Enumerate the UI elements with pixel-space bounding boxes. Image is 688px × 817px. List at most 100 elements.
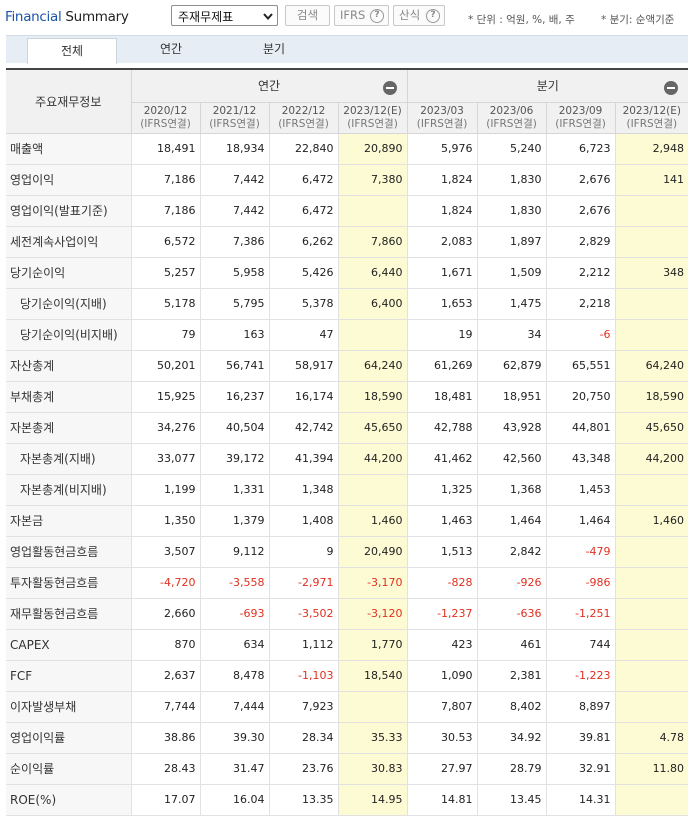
table-cell: 7,807	[406, 691, 478, 723]
table-cell: 8,897	[545, 691, 616, 723]
table-cell: -4,720	[130, 567, 200, 599]
table-cell: 6,262	[268, 226, 338, 258]
row-label: 세전계속사업이익	[6, 226, 131, 258]
table-cell	[614, 784, 688, 816]
table-cell: 2,218	[545, 288, 616, 320]
table-cell: 7,186	[130, 164, 200, 196]
tab-quarterly[interactable]: 분기	[262, 42, 286, 56]
table-cell: 16.04	[199, 784, 269, 816]
table-cell: 7,860	[337, 226, 408, 258]
table-cell: 44,200	[614, 443, 688, 475]
table-cell: 8,478	[199, 660, 269, 692]
table-cell: 141	[614, 164, 688, 196]
financial-summary-table: 주요재무정보 연간 분기 2020/12 (IFRS연결) 2021/12 (IFRS…	[6, 68, 688, 816]
table-cell: -3,170	[337, 567, 408, 599]
table-cell: 56,741	[199, 350, 269, 382]
table-cell: 50,201	[130, 350, 200, 382]
table-cell: -1,251	[545, 598, 616, 630]
row-label: CAPEX	[6, 629, 131, 661]
ifrs-button[interactable]: IFRS ?	[334, 5, 389, 26]
table-cell: 8,402	[476, 691, 547, 723]
tab-all[interactable]: 전체	[27, 38, 117, 64]
period-basis: (IFRS연결)	[347, 117, 398, 130]
table-cell: 58,917	[268, 350, 338, 382]
table-cell: 18,934	[199, 133, 269, 165]
table-cell: 6,400	[337, 288, 408, 320]
table-cell: 1,513	[406, 536, 478, 568]
group-header-annual: 연간	[130, 68, 408, 103]
table-cell: 28.34	[268, 722, 338, 754]
row-label: 영업이익(발표기준)	[6, 195, 131, 227]
period-basis: (IFRS연결)	[486, 117, 537, 130]
table-cell: 18,590	[614, 381, 688, 413]
table-cell: 31.47	[199, 753, 269, 785]
tab-annual[interactable]: 연간	[159, 42, 183, 56]
table-row: CAPEX 870 634 1,112 1,770 423 461 744	[6, 629, 688, 661]
group-label-annual: 연간	[257, 79, 281, 94]
period-header: 2021/12 (IFRS연결)	[199, 102, 269, 134]
collapse-annual-icon[interactable]	[382, 81, 397, 95]
ifrs-label: IFRS	[340, 8, 366, 22]
table-cell: 6,572	[130, 226, 200, 258]
table-cell: 45,650	[337, 412, 408, 444]
row-label: 재무활동현금흐름	[6, 598, 131, 630]
row-label: 부채총계	[6, 381, 131, 413]
table-cell	[614, 691, 688, 723]
table-cell: 13.35	[268, 784, 338, 816]
table-cell: 28.43	[130, 753, 200, 785]
table-cell: 1,379	[199, 505, 269, 537]
row-label: 자본총계(지배)	[6, 443, 131, 475]
chevron-down-icon	[263, 13, 273, 21]
table-cell: 1,348	[268, 474, 338, 506]
table-cell: 19	[406, 319, 478, 351]
table-cell: 1,090	[406, 660, 478, 692]
table-cell: -693	[199, 598, 269, 630]
table-cell: 28.79	[476, 753, 547, 785]
table-cell: -1,103	[268, 660, 338, 692]
table-cell: 2,676	[545, 195, 616, 227]
period-basis: (IFRS연결)	[626, 117, 678, 130]
table-cell: 42,788	[406, 412, 478, 444]
table-cell	[614, 598, 688, 630]
page-title: Financial Summary	[5, 9, 129, 25]
table-cell: 1,824	[406, 195, 478, 227]
table-cell: -3,502	[268, 598, 338, 630]
collapse-quarterly-icon[interactable]	[664, 81, 679, 95]
table-cell: 22,840	[268, 133, 338, 165]
table-cell: 39,172	[199, 443, 269, 475]
table-cell: 5,257	[130, 257, 200, 289]
table-cell: 6,723	[545, 133, 616, 165]
period-header: 2023/03 (IFRS연결)	[406, 102, 478, 134]
table-cell: 5,976	[406, 133, 478, 165]
table-cell: 64,240	[337, 350, 408, 382]
table-cell: 30.83	[337, 753, 408, 785]
table-cell: 33,077	[130, 443, 200, 475]
period-basis: (IFRS연결)	[278, 117, 329, 130]
formula-button[interactable]: 산식 ?	[393, 5, 445, 26]
table-cell: 41,394	[268, 443, 338, 475]
table-cell: 2,660	[130, 598, 200, 630]
table-cell: 11.80	[614, 753, 688, 785]
search-button[interactable]: 검색	[285, 5, 330, 26]
statement-type-select[interactable]: 주재무제표	[171, 5, 278, 26]
row-label: 당기순이익(지배)	[6, 288, 131, 320]
table-cell: 9,112	[199, 536, 269, 568]
table-row: 영업이익(발표기준) 7,186 7,442 6,472 1,824 1,830 2,676	[6, 195, 688, 227]
table-row: 투자활동현금흐름 -4,720 -3,558 -2,971 -3,170 -828 -926…	[6, 567, 688, 599]
table-cell: 30.53	[406, 722, 478, 754]
table-cell: 4.78	[614, 722, 688, 754]
table-cell	[614, 319, 688, 351]
table-cell	[337, 474, 408, 506]
table-cell: 39.81	[545, 722, 616, 754]
table-cell: 14.95	[337, 784, 408, 816]
period-date: 2023/03	[420, 104, 464, 117]
table-cell: 1,331	[199, 474, 269, 506]
title-highlight: Financial	[5, 9, 62, 25]
period-date: 2023/06	[489, 104, 534, 117]
table-row: 당기순이익(지배) 5,178 5,795 5,378 6,400 1,653 1,475 2…	[6, 288, 688, 320]
row-label: 당기순이익	[6, 257, 131, 289]
table-cell: 7,442	[199, 195, 269, 227]
table-cell: 2,948	[614, 133, 688, 165]
table-cell: 43,928	[476, 412, 547, 444]
table-cell: -3,120	[337, 598, 408, 630]
